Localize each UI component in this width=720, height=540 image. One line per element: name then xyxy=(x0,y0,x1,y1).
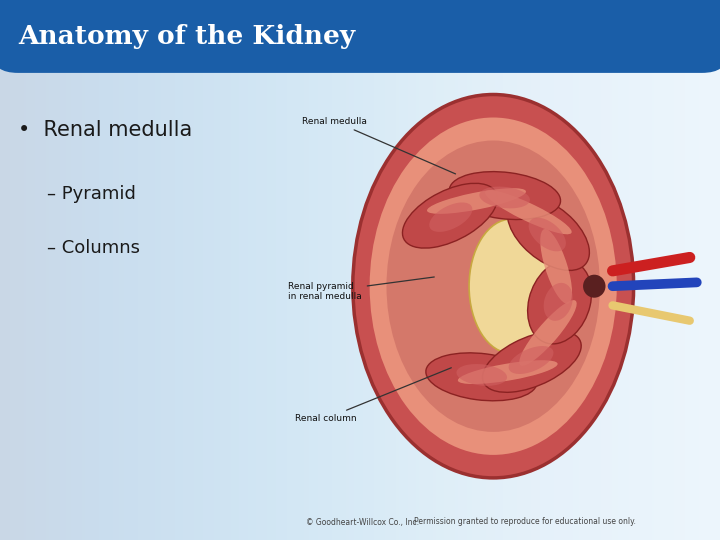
Text: •  Renal medulla: • Renal medulla xyxy=(18,119,192,140)
Ellipse shape xyxy=(469,219,554,353)
Ellipse shape xyxy=(353,94,634,478)
Text: – Columns: – Columns xyxy=(47,239,140,258)
Ellipse shape xyxy=(508,346,554,374)
Text: © Goodheart-Willcox Co., Inc.: © Goodheart-Willcox Co., Inc. xyxy=(306,517,419,526)
Ellipse shape xyxy=(449,172,561,220)
Ellipse shape xyxy=(485,190,572,234)
Ellipse shape xyxy=(402,183,498,248)
Ellipse shape xyxy=(519,300,577,366)
Ellipse shape xyxy=(429,202,472,232)
Text: – Pyramid: – Pyramid xyxy=(47,185,135,204)
Ellipse shape xyxy=(458,360,557,384)
Text: Renal column: Renal column xyxy=(295,368,451,423)
Text: Anatomy of the Kidney: Anatomy of the Kidney xyxy=(18,24,355,49)
Text: Permission granted to reproduce for educational use only.: Permission granted to reproduce for educ… xyxy=(414,517,636,526)
Ellipse shape xyxy=(528,218,566,251)
Ellipse shape xyxy=(480,187,530,208)
Ellipse shape xyxy=(528,260,592,344)
Ellipse shape xyxy=(540,229,572,304)
Text: Renal pyramid
in renal medulla: Renal pyramid in renal medulla xyxy=(288,277,434,301)
Ellipse shape xyxy=(369,118,617,455)
Ellipse shape xyxy=(508,197,590,271)
Text: Renal medulla: Renal medulla xyxy=(302,117,456,174)
Ellipse shape xyxy=(387,140,600,432)
Ellipse shape xyxy=(544,283,572,321)
Ellipse shape xyxy=(583,275,606,298)
Ellipse shape xyxy=(426,353,537,401)
FancyBboxPatch shape xyxy=(0,0,720,73)
Ellipse shape xyxy=(427,188,526,214)
Ellipse shape xyxy=(456,364,507,386)
Ellipse shape xyxy=(482,331,581,393)
